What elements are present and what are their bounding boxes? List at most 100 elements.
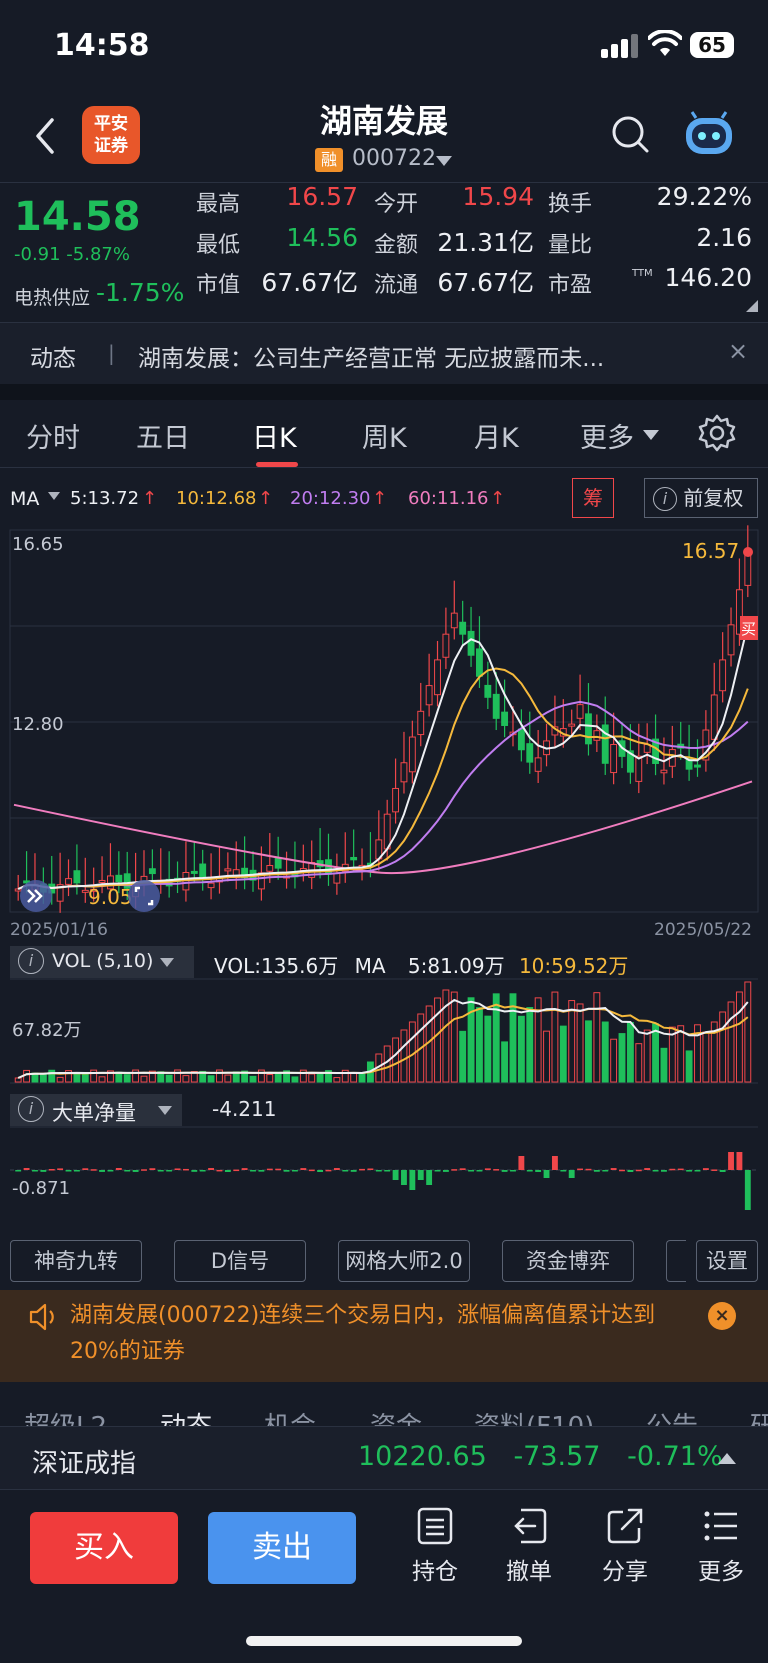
back-icon[interactable]: [28, 114, 62, 158]
news-separator: |: [108, 341, 115, 365]
buy-button[interactable]: 买入: [30, 1512, 178, 1584]
big-order-bar: [333, 1168, 340, 1170]
big-order-bar: [266, 1168, 273, 1171]
gear-icon[interactable]: [698, 414, 736, 452]
big-order-bar: [300, 1168, 307, 1170]
cancel-order-button[interactable]: 撤单: [494, 1506, 564, 1586]
candle-body: [400, 762, 408, 783]
chip-distribution-button[interactable]: 筹: [572, 478, 614, 518]
volume-bar: [585, 1020, 592, 1083]
big-order-label[interactable]: 大单净量: [52, 1101, 136, 1125]
tab-announcements[interactable]: 公告: [646, 1406, 698, 1426]
big-order-bars: [15, 1152, 751, 1210]
candle-body: [123, 873, 131, 889]
more-button[interactable]: 更多: [686, 1506, 756, 1586]
big-order-chart[interactable]: -0.871: [0, 1126, 768, 1236]
magic-nine-button[interactable]: 神奇九转: [10, 1240, 142, 1282]
tab-five-day[interactable]: 五日: [136, 423, 190, 454]
volume-bar: [392, 1037, 400, 1083]
stock-code[interactable]: 000722: [352, 146, 436, 171]
robot-assistant-icon[interactable]: [682, 110, 736, 158]
index-pct: -0.71%: [627, 1441, 723, 1472]
tab-opportunity[interactable]: 机会: [264, 1406, 316, 1426]
index-ticker[interactable]: 深证成指 10220.65 -73.57 -0.71%: [0, 1426, 768, 1490]
volume-bar: [283, 1070, 290, 1083]
y-axis-mid-label: 12.80: [12, 714, 64, 735]
close-icon[interactable]: ×: [728, 337, 749, 365]
chevron-down-icon[interactable]: [643, 430, 659, 440]
chevron-down-icon[interactable]: [48, 492, 60, 500]
vol-indicator-selector[interactable]: i: [10, 946, 194, 978]
candle-body: [115, 874, 123, 883]
big-order-bar: [451, 1169, 458, 1171]
volume-bar: [643, 1029, 651, 1083]
index-value: 10220.65: [358, 1441, 487, 1472]
ma-legend[interactable]: MA 5:13.72 ↑ 10:12.68 ↑ 20:12.30 ↑ 60:11…: [0, 480, 768, 520]
candle-body: [660, 769, 668, 774]
positions-button[interactable]: 持仓: [400, 1506, 470, 1586]
indicator-settings-button[interactable]: 设置: [696, 1240, 758, 1282]
grid-master-button[interactable]: 网格大师2.0: [338, 1240, 470, 1282]
big-order-selector[interactable]: i: [10, 1094, 182, 1126]
chevron-down-icon[interactable]: [160, 958, 174, 967]
tab-super-l2[interactable]: 超级L2: [24, 1406, 107, 1426]
vol-ma5-line: [17, 998, 749, 1079]
volume-bar: [266, 1074, 274, 1083]
sector-label[interactable]: 电热供应: [14, 287, 91, 309]
tab-weekly-k[interactable]: 周K: [362, 423, 407, 454]
volume-chart[interactable]: 67.82万: [0, 978, 768, 1086]
tab-reports[interactable]: 研报: [750, 1406, 768, 1426]
fund-game-button[interactable]: 资金博弈: [502, 1240, 634, 1282]
ma5-value: 5:13.72: [70, 488, 140, 509]
volume-bar: [660, 1047, 668, 1083]
tab-daily-k[interactable]: 日K: [252, 423, 297, 454]
up-arrow-icon: ↑: [142, 488, 158, 509]
share-icon: [607, 1508, 643, 1544]
kline-chart[interactable]: 16.65 12.80 16.57 9.05 买: [0, 520, 768, 920]
chevron-up-icon[interactable]: [718, 1453, 736, 1464]
big-order-bar: [694, 1170, 701, 1172]
sell-button[interactable]: 卖出: [208, 1512, 356, 1584]
period-tabs: 分时 五日 日K 周K 月K 更多: [0, 400, 768, 468]
volume-bar: [543, 1030, 550, 1083]
big-order-bar: [73, 1170, 80, 1172]
vol-current: VOL:135.6万: [214, 954, 339, 978]
buy-marker: [740, 616, 758, 640]
chevron-down-icon[interactable]: [436, 156, 452, 166]
vol-y-label: 67.82万: [12, 1020, 82, 1041]
d-signal-button[interactable]: D信号: [174, 1240, 306, 1282]
alert-banner[interactable]: 湖南发展(000722)连续三个交易日内，涨幅偏离值累计达到20%的证券 ×: [0, 1290, 768, 1382]
tab-intraday[interactable]: 分时: [26, 423, 80, 454]
candle-body: [350, 856, 358, 861]
close-icon[interactable]: ×: [708, 1302, 736, 1330]
info-icon[interactable]: i: [18, 948, 44, 974]
share-button[interactable]: 分享: [590, 1506, 660, 1586]
big-order-bar: [619, 1169, 625, 1172]
tab-f10[interactable]: 资料(F10): [474, 1406, 594, 1426]
candle-body: [434, 659, 441, 696]
volume-bar: [14, 1077, 22, 1083]
info-icon[interactable]: i: [18, 1096, 44, 1122]
tab-more[interactable]: 更多: [580, 423, 634, 454]
price-adjust-button[interactable]: i 前复权: [644, 478, 758, 518]
expand-left-icon[interactable]: [20, 880, 52, 912]
news-ticker[interactable]: 动态 | 湖南发展：公司生产经营正常 无应披露而未... ×: [0, 322, 768, 384]
broker-logo[interactable]: 平安 证券: [82, 106, 140, 164]
tab-monthly-k[interactable]: 月K: [474, 423, 519, 454]
big-order-bar: [283, 1170, 290, 1172]
fullscreen-icon[interactable]: [128, 880, 160, 912]
chevron-down-icon[interactable]: [158, 1106, 172, 1115]
tab-news[interactable]: 动态: [160, 1406, 212, 1426]
search-icon[interactable]: [610, 114, 650, 154]
big-order-bar: [317, 1170, 324, 1172]
indicator-overflow[interactable]: [666, 1240, 686, 1282]
expand-corner-icon[interactable]: [746, 300, 758, 312]
news-headline[interactable]: 湖南发展：公司生产经营正常 无应披露而未...: [138, 346, 605, 372]
sector-change[interactable]: -1.75%: [96, 278, 185, 307]
tab-funds[interactable]: 资金: [370, 1406, 422, 1426]
big-order-bar: [635, 1169, 642, 1172]
vol-indicator-label[interactable]: VOL (5,10): [52, 950, 154, 972]
candle-body: [585, 713, 592, 745]
news-tag: 动态: [30, 346, 76, 372]
volume-bar: [165, 1074, 173, 1083]
